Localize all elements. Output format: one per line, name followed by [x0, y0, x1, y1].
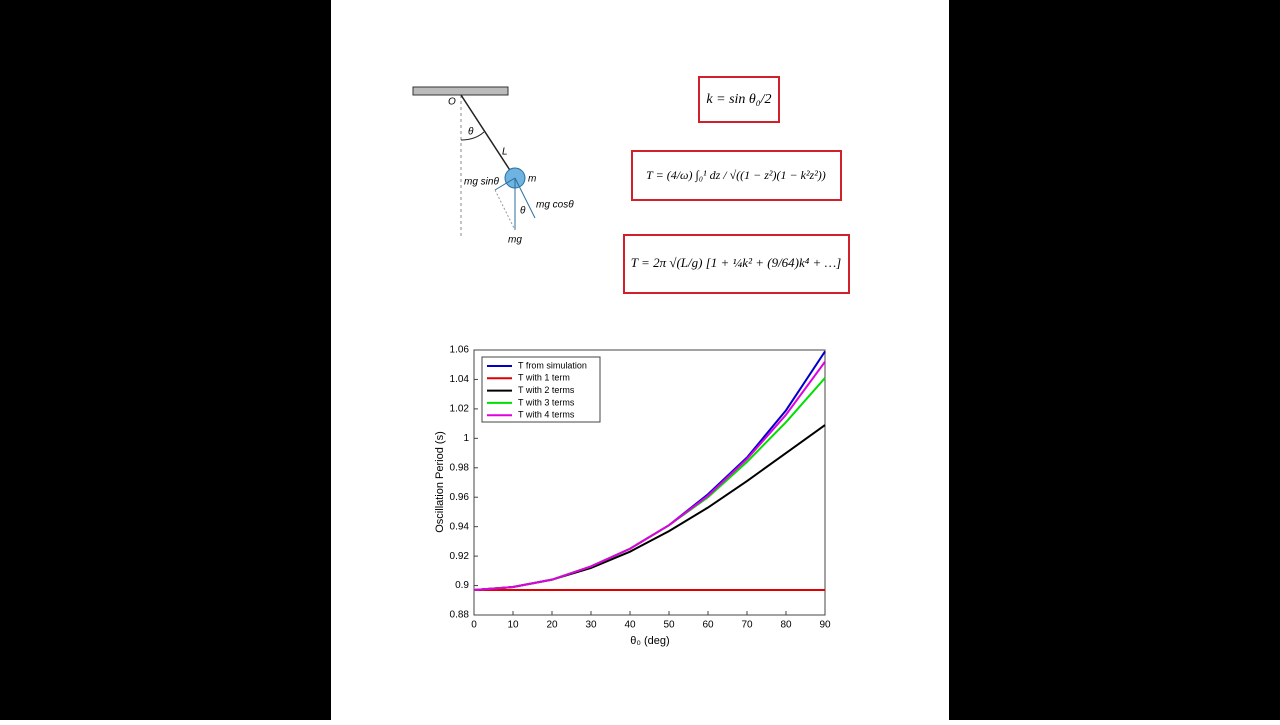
ceiling — [412, 86, 509, 96]
radial-vector — [514, 177, 536, 219]
legend-label: T with 1 term — [518, 373, 570, 383]
tangent-vector — [494, 177, 516, 191]
label: L — [502, 147, 508, 158]
formula-box — [698, 76, 780, 123]
legend-label: T with 4 terms — [518, 410, 575, 420]
formula-box — [623, 234, 850, 294]
label: O — [448, 97, 456, 108]
y-tick-label: 0.88 — [450, 610, 470, 621]
x-tick-label: 80 — [780, 620, 792, 631]
legend-label: T from simulation — [518, 360, 587, 370]
x-tick-label: 20 — [546, 620, 558, 631]
legend-label: T with 3 terms — [518, 397, 575, 407]
series-line — [473, 361, 826, 591]
legend-label: T with 2 terms — [518, 385, 575, 395]
string — [460, 94, 516, 179]
y-tick-label: 0.96 — [450, 492, 470, 503]
label: mg cosθ — [536, 200, 574, 211]
x-tick-label: 90 — [819, 620, 831, 631]
y-tick-label: 1.06 — [450, 345, 470, 356]
y-tick-label: 1.04 — [450, 374, 470, 385]
angle-arc — [460, 131, 485, 141]
x-tick-label: 60 — [702, 620, 714, 631]
legend-box — [481, 356, 601, 423]
y-tick-label: 1.02 — [450, 404, 470, 415]
formula: T = 2π √(L/g) [1 + ¼k² + (9/64)k⁴ + …] — [631, 255, 841, 270]
label: θ — [468, 127, 474, 138]
formula: T = (4/ω) ∫₀¹ dz / √((1 − z²)(1 − k²z²)) — [646, 168, 826, 182]
label: m — [528, 174, 536, 185]
y-tick-label: 1 — [463, 433, 469, 444]
guide — [494, 189, 516, 231]
x-tick-label: 10 — [507, 620, 519, 631]
x-tick-label: 0 — [471, 620, 477, 631]
y-tick-label: 0.94 — [450, 521, 470, 532]
label: mg — [508, 235, 522, 246]
label: mg sinθ — [464, 177, 499, 188]
x-tick-label: 70 — [741, 620, 753, 631]
x-tick-label: 40 — [624, 620, 636, 631]
formula-box — [631, 150, 842, 201]
y-axis-label: Oscillation Period (s) — [434, 431, 446, 532]
formula: k = sin θ₀/2 — [706, 92, 771, 107]
y-tick-label: 0.98 — [450, 462, 470, 473]
x-axis-label: θ₀ (deg) — [630, 635, 669, 647]
x-tick-label: 50 — [663, 620, 675, 631]
y-tick-label: 0.92 — [450, 551, 470, 562]
pendulum-diagram: O θ L m mg sinθ mg cosθ θ mg — [412, 86, 574, 246]
label: θ — [520, 206, 526, 217]
y-tick-label: 0.9 — [455, 580, 469, 591]
x-tick-label: 30 — [585, 620, 597, 631]
